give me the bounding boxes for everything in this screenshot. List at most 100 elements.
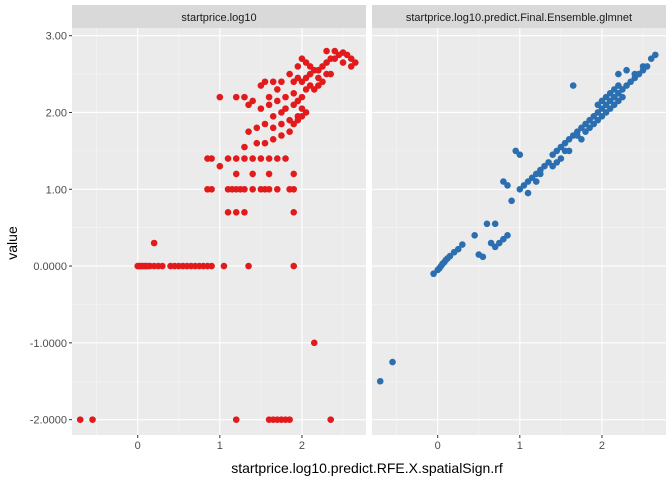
data-point [232,170,240,178]
data-point [208,262,215,270]
data-point [274,86,281,93]
data-point [224,155,232,162]
data-point [257,155,265,162]
data-point [261,120,269,128]
x-tick-label: 1 [217,440,223,452]
data-point [615,82,622,89]
data-point [512,147,520,155]
data-point [286,416,293,423]
data-point [290,185,298,193]
y-axis-title: value [4,226,20,260]
data-point [216,162,224,170]
x-tick-label: 2 [299,440,305,452]
data-point [269,124,277,132]
data-point [245,262,252,270]
y-tick-label: 2.00 [46,107,67,119]
data-point [500,178,507,185]
data-point [274,97,281,105]
data-point [639,63,647,70]
data-point [220,262,228,270]
facet-strip-label: startprice.log10.predict.Final.Ensemble.… [406,12,632,24]
data-point [265,170,273,178]
data-point [265,93,273,101]
x-axis-title: startprice.log10.predict.RFE.X.spatialSi… [231,460,503,476]
data-point [159,262,166,270]
data-point [454,245,462,253]
data-point [615,70,622,78]
data-point [282,105,289,112]
data-point [508,197,515,205]
data-point [532,178,540,185]
data-point [278,132,285,139]
facet-strip [72,5,366,28]
data-point [290,170,298,178]
x-tick-label: 1 [517,440,523,452]
data-point [483,220,491,228]
data-point [569,82,577,89]
y-tick-label: 0.0000 [33,261,67,273]
data-point [269,136,277,143]
data-point [241,209,248,216]
data-point [232,93,240,101]
y-tick-label: -1.0000 [30,338,67,350]
data-point [623,66,630,74]
y-tick-label: 3.00 [46,31,67,43]
data-point [76,416,84,423]
data-point [253,139,261,147]
data-point [269,113,277,120]
data-point [537,170,544,178]
data-point [310,339,318,347]
data-point [232,155,240,162]
data-point [282,155,289,162]
data-point [290,262,298,270]
data-point [619,93,626,101]
panel-background [72,28,366,435]
data-point [557,155,565,162]
data-point [491,220,499,228]
data-point [249,185,256,193]
data-point [327,416,334,423]
data-point [471,232,478,239]
data-point [265,185,273,193]
data-point [302,109,310,116]
data-point [504,232,511,239]
data-point [249,97,256,105]
data-point [249,170,256,178]
data-point [257,105,265,112]
data-point [232,209,240,216]
data-point [479,253,487,261]
data-point [298,93,306,101]
facet-strip-label: startprice.log10 [181,12,256,24]
data-point [265,101,273,109]
data-point [459,241,466,248]
data-point [269,78,277,86]
data-point [286,128,293,135]
data-point [376,377,384,385]
data-point [241,155,248,162]
x-tick-label: 2 [599,440,605,452]
data-point [150,239,158,247]
data-point [241,93,248,101]
data-point [245,128,252,135]
data-point [352,59,359,66]
data-point [261,139,269,147]
data-point [315,82,322,89]
data-point [294,63,302,70]
data-point [389,358,396,366]
data-point [631,70,639,78]
data-point [302,59,310,66]
data-point [339,59,347,66]
data-point [261,78,269,86]
data-point [274,185,281,193]
data-point [652,51,659,59]
data-point [323,47,330,55]
x-tick-label: 0 [435,440,441,452]
data-point [89,416,96,423]
data-point [578,136,585,143]
y-tick-label: 1.00 [46,184,67,196]
data-point [253,124,261,132]
data-point [331,47,339,55]
data-point [208,155,215,162]
data-point [524,189,532,197]
